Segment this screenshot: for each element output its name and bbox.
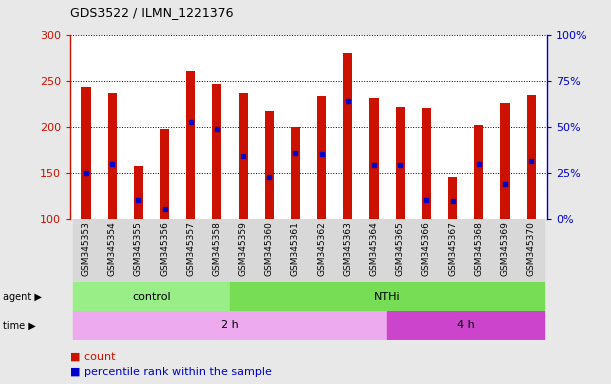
Text: GSM345353: GSM345353 [81,221,90,276]
Bar [317,96,326,219]
Bar [73,311,387,340]
Text: GSM345360: GSM345360 [265,221,274,276]
Text: control: control [132,291,170,302]
Text: GDS3522 / ILMN_1221376: GDS3522 / ILMN_1221376 [70,6,234,19]
Bar [492,219,518,282]
Bar [99,219,125,282]
Bar [422,108,431,219]
Bar [125,219,152,282]
Bar [396,108,404,219]
Bar [527,95,536,219]
Bar [73,282,230,311]
Bar [387,311,544,340]
Bar [291,127,300,219]
Text: ■ count: ■ count [70,352,115,362]
Text: GSM345362: GSM345362 [317,221,326,276]
Text: agent ▶: agent ▶ [3,291,42,302]
Text: GSM345367: GSM345367 [448,221,457,276]
Text: GSM345354: GSM345354 [108,221,117,276]
Bar [439,219,466,282]
Text: GSM345357: GSM345357 [186,221,196,276]
Bar [134,166,143,219]
Text: ■ percentile rank within the sample: ■ percentile rank within the sample [70,367,272,377]
Bar [204,219,230,282]
Text: GSM345368: GSM345368 [474,221,483,276]
Bar [309,219,335,282]
Bar [186,71,196,219]
Text: GSM345370: GSM345370 [527,221,536,276]
Text: GSM345366: GSM345366 [422,221,431,276]
Bar [387,219,413,282]
Text: GSM345364: GSM345364 [370,221,379,276]
Bar [370,98,379,219]
Bar [413,219,439,282]
Bar [230,282,544,311]
Bar [474,125,483,219]
Bar [152,219,178,282]
Bar [500,103,510,219]
Text: NTHi: NTHi [374,291,400,302]
Bar [335,219,361,282]
Bar [448,177,457,219]
Text: 4 h: 4 h [457,320,475,331]
Text: GSM345361: GSM345361 [291,221,300,276]
Bar [160,129,169,219]
Bar [238,93,247,219]
Bar [282,219,309,282]
Text: GSM345356: GSM345356 [160,221,169,276]
Bar [213,84,221,219]
Bar [230,219,256,282]
Text: GSM345365: GSM345365 [396,221,404,276]
Bar [108,93,117,219]
Text: GSM345359: GSM345359 [238,221,247,276]
Text: GSM345355: GSM345355 [134,221,143,276]
Text: GSM345358: GSM345358 [213,221,221,276]
Bar [518,219,544,282]
Text: GSM345363: GSM345363 [343,221,353,276]
Bar [343,53,353,219]
Bar [361,219,387,282]
Text: time ▶: time ▶ [3,320,36,331]
Text: 2 h: 2 h [221,320,239,331]
Bar [73,219,99,282]
Bar [256,219,282,282]
Bar [81,87,90,219]
Bar [466,219,492,282]
Bar [178,219,204,282]
Text: GSM345369: GSM345369 [500,221,510,276]
Bar [265,111,274,219]
